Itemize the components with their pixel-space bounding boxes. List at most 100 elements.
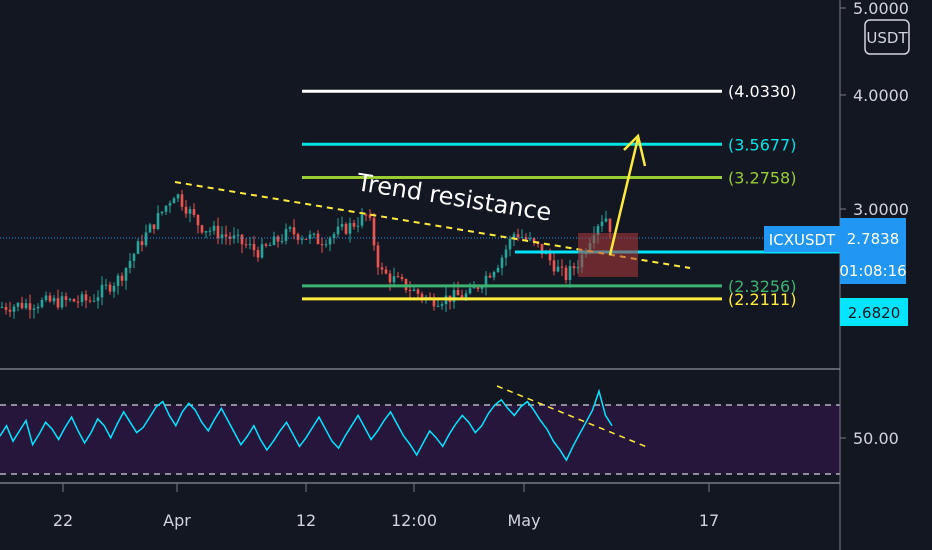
countdown-timer: 01:08:16: [839, 262, 906, 280]
candle-body: [432, 297, 436, 307]
candle-body: [236, 234, 240, 236]
candle-body: [36, 306, 40, 309]
horizontal-levels: (4.0330) (3.5677) (3.2758) (2.3256)(2.2111): [302, 82, 840, 309]
candle-body: [64, 296, 68, 300]
candle-body: [224, 234, 228, 237]
support-badge-bg: [840, 298, 908, 326]
candle-body: [344, 223, 348, 234]
candle-body: [264, 244, 268, 246]
currency-button[interactable]: USDT: [866, 29, 908, 47]
candle-body: [288, 227, 292, 229]
candle-body: [48, 295, 52, 302]
candle-body: [452, 290, 456, 302]
candle-body: [468, 288, 472, 294]
candle-body: [200, 225, 204, 233]
candle-body: [420, 293, 424, 299]
candle-body: [292, 227, 296, 235]
candle-body: [532, 238, 536, 242]
candle-body: [496, 267, 500, 273]
candle-body: [596, 226, 600, 236]
candle-body: [464, 293, 468, 299]
candle-body: [376, 245, 380, 268]
candle-body: [172, 198, 176, 204]
candle-body: [300, 238, 304, 240]
candle-body: [220, 234, 224, 239]
candle-body: [180, 194, 184, 207]
level-label-4: (2.2111): [728, 290, 796, 309]
level-label-0: (4.0330): [728, 82, 796, 101]
candle-body: [572, 266, 576, 269]
candle-body: [112, 285, 116, 292]
candle-body: [332, 234, 336, 239]
candle-body: [152, 224, 156, 229]
candle-body: [188, 209, 192, 214]
candle-body: [416, 289, 420, 294]
candle-body: [192, 209, 196, 215]
candle-body: [128, 260, 132, 268]
candle-body: [244, 244, 248, 246]
time-label-12: 12: [296, 511, 316, 530]
candle-body: [412, 289, 416, 291]
candle-body: [68, 299, 72, 301]
candle-body: [108, 284, 112, 292]
candle-body: [56, 298, 60, 308]
candle-body: [88, 300, 92, 302]
candle-body: [32, 308, 36, 310]
candle-body: [176, 194, 180, 199]
candle-body: [568, 266, 572, 280]
candle-body: [100, 284, 104, 298]
candle-body: [284, 228, 288, 241]
price-badge-bg: [840, 218, 906, 284]
symbol-badge: ICXUSDT: [769, 231, 836, 249]
candle-body: [4, 306, 8, 310]
breakout-zone: [578, 233, 638, 277]
candle-body: [600, 221, 604, 227]
candle-body: [272, 236, 276, 246]
candle-body: [320, 244, 324, 246]
candle-body: [604, 218, 608, 222]
price-label-5: 5.0000: [853, 0, 909, 18]
candle-body: [0, 306, 4, 308]
candle-body: [148, 224, 152, 233]
candle-body: [328, 238, 332, 245]
rsi-line: [0, 388, 613, 462]
level-label-3: (2.3256): [728, 277, 796, 296]
current-price-value: 2.7838: [847, 230, 900, 248]
price-ticks: [840, 7, 846, 439]
candle-body: [248, 243, 252, 245]
candle-body: [52, 298, 56, 302]
time-label-may: May: [507, 511, 540, 530]
candle-body: [156, 213, 160, 229]
candle-body: [296, 234, 300, 240]
candle-body: [608, 218, 612, 232]
candle-body: [400, 276, 404, 279]
candle-body: [120, 275, 124, 281]
candle-body: [20, 302, 24, 309]
candle-body: [492, 272, 496, 278]
support-badge: 2.6820: [848, 304, 901, 322]
candle-body: [8, 309, 12, 312]
candle-body: [92, 300, 96, 302]
candle-body: [316, 233, 320, 245]
candle-body: [516, 234, 520, 238]
level-label-2: (3.2758): [728, 169, 796, 188]
candle-body: [232, 235, 236, 239]
time-label-1200: 12:00: [391, 511, 437, 530]
time-label-17: 17: [699, 511, 719, 530]
candle-body: [208, 230, 212, 232]
price-label-4: 4.0000: [853, 86, 909, 105]
candle-body: [460, 295, 464, 299]
candle-body: [508, 238, 512, 250]
candle-body: [80, 294, 84, 302]
candle-body: [348, 223, 352, 234]
price-label-3: 3.0000: [853, 200, 909, 219]
candle-body: [144, 232, 148, 246]
candle-body: [116, 275, 120, 286]
currency-button-bg[interactable]: [864, 19, 910, 55]
candle-body: [28, 303, 32, 310]
candle-body: [60, 296, 64, 308]
projection-arrow-head: [623, 133, 647, 167]
candle-body: [324, 244, 328, 246]
candle-body: [168, 203, 172, 206]
